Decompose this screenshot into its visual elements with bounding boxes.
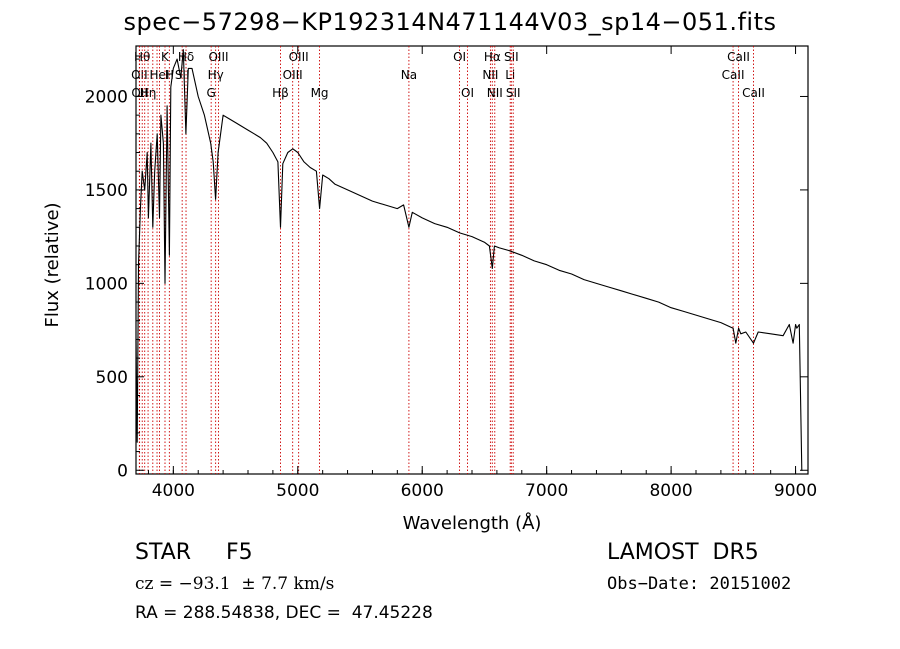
obs-date: Obs−Date: 20151002 <box>607 574 792 594</box>
x-axis-label: Wavelength (Å) <box>403 512 542 534</box>
line-marker-label: Hθ <box>134 50 150 64</box>
line-marker-label: OI <box>453 50 466 64</box>
line-marker-label: SII <box>506 86 521 100</box>
line-marker-label: Na <box>401 68 417 82</box>
x-tick-label: 9000 <box>774 481 817 501</box>
y-tick-label: 500 <box>96 368 128 388</box>
object-class: STAR F5 <box>135 540 253 565</box>
line-marker-label: NII <box>487 86 503 100</box>
chart-title: spec−57298−KP192314N471144V03_sp14−051.f… <box>123 8 777 36</box>
line-marker-label: Hγ <box>208 68 224 82</box>
y-axis-label: Flux (relative) <box>42 202 63 327</box>
line-marker-label: Hδ <box>178 50 194 64</box>
line-marker-label: Hη <box>140 86 157 100</box>
x-tick-label: 8000 <box>649 481 692 501</box>
line-marker-label: OIII <box>208 50 228 64</box>
line-marker-label: OI <box>461 86 474 100</box>
x-axis-ticks: 4000 5000 6000 7000 8000 9000 <box>147 46 817 501</box>
x-tick-label: 4000 <box>152 481 195 501</box>
line-marker-label: CaII <box>742 86 765 100</box>
line-marker-label: CaII <box>727 50 750 64</box>
line-marker-label: Mg <box>311 86 329 100</box>
survey-name: LAMOST DR5 <box>607 540 759 565</box>
y-tick-label: 1500 <box>85 181 128 201</box>
plot-frame <box>135 45 809 475</box>
spectrum-series <box>135 49 803 471</box>
redshift-readout: cz = −93.1 ± 7.7 km/s <box>135 574 335 594</box>
x-tick-label: 5000 <box>276 481 319 501</box>
y-tick-label: 2000 <box>85 87 128 107</box>
line-marker-label: NII <box>482 68 498 82</box>
y-tick-label: 0 <box>117 461 128 481</box>
line-marker-label: OIII <box>289 50 309 64</box>
line-marker-label: SII <box>175 68 190 82</box>
line-marker-label: G <box>207 86 216 100</box>
line-marker-label: SII <box>504 50 519 64</box>
x-tick-label: 7000 <box>525 481 568 501</box>
y-tick-label: 1000 <box>85 274 128 294</box>
line-marker-label: Hα <box>484 50 501 64</box>
line-marker-label: CaII <box>722 68 745 82</box>
spectrum-line <box>135 49 803 471</box>
x-tick-label: 6000 <box>401 481 444 501</box>
line-marker-label: Li <box>505 68 515 82</box>
line-marker-label: K <box>161 50 170 64</box>
y-axis-ticks: 0 500 1000 1500 2000 <box>85 58 808 481</box>
line-marker-label: HeI <box>150 68 170 82</box>
line-marker-label: Hβ <box>272 86 289 100</box>
ra-dec-readout: RA = 288.54838, DEC = 47.45228 <box>135 603 433 623</box>
line-marker-label: H <box>165 68 174 82</box>
line-marker-label: OIII <box>283 68 303 82</box>
